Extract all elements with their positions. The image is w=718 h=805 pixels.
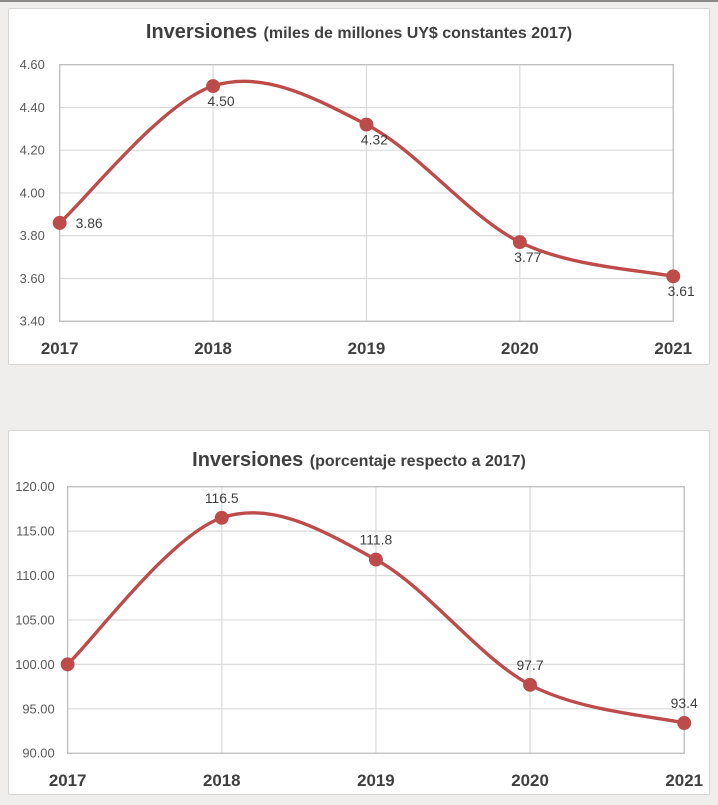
y-axis-tick-label: 3.80 (20, 228, 45, 243)
data-label: 3.77 (514, 249, 541, 265)
data-label: 97.7 (517, 657, 544, 673)
y-axis-tick-label: 95.00 (22, 701, 54, 716)
x-axis-category-label: 2021 (665, 771, 703, 790)
chart-card-absolute-values: Inversiones (miles de millones UY$ const… (8, 8, 710, 365)
data-point-marker (677, 716, 692, 730)
data-point-marker (52, 215, 67, 230)
data-label: 3.86 (76, 215, 103, 231)
y-axis-tick-label: 3.40 (20, 314, 45, 329)
x-axis-category-label: 2019 (357, 771, 395, 790)
y-axis-tick-label: 115.00 (16, 524, 55, 539)
y-axis-tick-label: 4.20 (20, 143, 45, 158)
x-axis-category-label: 2017 (41, 339, 79, 358)
y-axis-tick-label: 90.00 (22, 746, 54, 761)
y-axis-tick-label: 4.00 (20, 185, 45, 200)
window-top-edge (0, 0, 718, 2)
plot-border (66, 486, 685, 754)
y-axis-tick-label: 110.00 (16, 568, 55, 583)
data-label: 111.8 (360, 532, 393, 548)
x-axis-category-label: 2018 (194, 339, 232, 358)
x-axis-category-label: 2021 (654, 339, 692, 358)
data-point-marker (359, 117, 374, 132)
y-axis-tick-label: 120.00 (15, 479, 54, 494)
x-axis-category-label: 2019 (348, 339, 386, 358)
y-axis-tick-label: 100.00 (15, 657, 54, 672)
data-point-marker (214, 510, 229, 525)
x-axis-category-label: 2017 (49, 771, 87, 790)
y-axis-tick-label: 105.00 (15, 612, 54, 627)
data-point-marker (206, 79, 221, 94)
data-point-marker (368, 552, 383, 567)
y-axis-tick-label: 4.60 (20, 57, 45, 72)
data-label: 3.61 (668, 283, 695, 299)
y-axis-tick-label: 4.40 (20, 100, 45, 115)
data-point-marker (60, 657, 75, 672)
data-label: 4.50 (207, 93, 234, 109)
x-axis-category-label: 2018 (203, 771, 241, 790)
data-label: 116.5 (205, 490, 239, 506)
plot-border (59, 64, 674, 322)
x-axis-category-label: 2020 (511, 771, 549, 790)
x-axis-category-label: 2020 (501, 339, 539, 358)
data-label: 93.4 (671, 695, 698, 711)
data-label: 4.32 (361, 131, 388, 147)
line-chart-absolute-values: 3.40 3.60 3.80 4.00 4.20 4.40 4.60 3.86 4.50 4.32… (20, 57, 695, 358)
line-chart-percentage: 90.00 95.00 100.00 105.00 110.00 115.00 120.00… (15, 479, 703, 790)
data-point-marker (512, 235, 527, 250)
chart-card-percentage: Inversiones (porcentaje respecto a 2017)… (8, 430, 710, 795)
y-axis-tick-label: 3.60 (20, 271, 45, 286)
data-point-marker (523, 677, 538, 692)
data-point-marker (666, 269, 681, 284)
